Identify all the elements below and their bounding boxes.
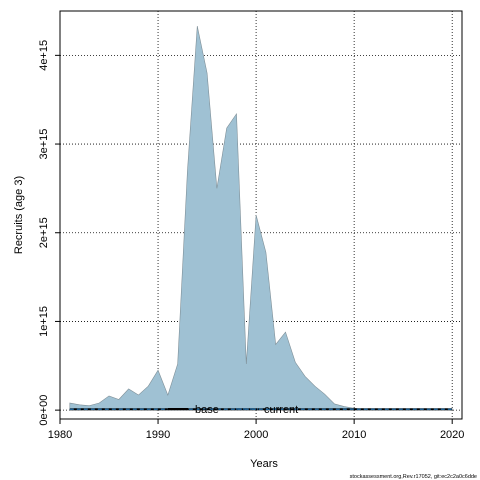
- footer-source: stockassessment.org,Rev.r17052, git:ec2c…: [350, 474, 477, 480]
- plot-frame: [59, 10, 463, 420]
- series-area-base: [69, 26, 453, 411]
- y-tick-label: 1e+15: [38, 306, 50, 337]
- x-tick-label: 2000: [244, 429, 268, 441]
- x-tick-label: 1990: [146, 429, 170, 441]
- x-tick-label: 1980: [48, 429, 72, 441]
- y-tick-label: 3e+15: [38, 129, 50, 160]
- x-axis: 1980 1990 2000 2010 2020: [48, 419, 464, 441]
- legend-label-base: base: [195, 404, 219, 416]
- x-tick-label: 2010: [342, 429, 366, 441]
- legend-label-current: current: [264, 404, 298, 416]
- y-tick-label: 0e+00: [38, 395, 50, 426]
- y-axis-label: Recruits (age 3): [13, 176, 25, 254]
- x-axis-label: Years: [250, 458, 278, 470]
- legend: base current: [168, 404, 298, 416]
- y-tick-label: 4e+15: [38, 40, 50, 71]
- x-tick-label: 2020: [440, 429, 464, 441]
- series-area: [69, 26, 453, 411]
- y-axis: 0e+00 1e+15 2e+15 3e+15 4e+15: [38, 40, 60, 426]
- y-tick-label: 2e+15: [38, 217, 50, 248]
